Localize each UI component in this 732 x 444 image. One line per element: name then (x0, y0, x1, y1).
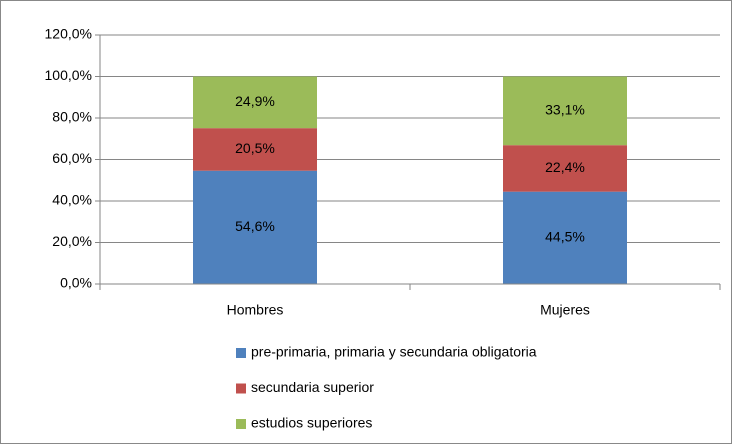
data-label: 20,5% (235, 140, 275, 156)
legend-swatch (236, 419, 246, 429)
data-label: 33,1% (545, 102, 585, 118)
data-label: 22,4% (545, 159, 585, 175)
y-tick-label: 100,0% (45, 67, 92, 83)
y-tick-label: 60,0% (52, 150, 92, 166)
y-tick-label: 80,0% (52, 109, 92, 125)
legend-label: pre-primaria, primaria y secundaria obli… (251, 344, 537, 360)
bar-segment (193, 128, 317, 171)
legend-swatch (236, 383, 246, 394)
y-tick-label: 0,0% (60, 275, 92, 291)
data-label: 44,5% (545, 229, 585, 245)
legend-swatch (236, 348, 246, 358)
bar-segment (503, 145, 627, 192)
legend-label: secundaria superior (251, 379, 374, 395)
y-tick-label: 20,0% (52, 233, 92, 249)
y-tick-label: 40,0% (52, 192, 92, 208)
bar-segment (503, 191, 627, 284)
legend-label: estudios superiores (251, 415, 372, 431)
data-label: 24,9% (235, 93, 275, 109)
y-tick-label: 120,0% (45, 26, 92, 42)
bar-segment (503, 76, 627, 146)
data-label: 54,6% (235, 218, 275, 234)
x-tick-label: Mujeres (540, 302, 590, 318)
x-tick-label: Hombres (227, 302, 284, 318)
bar-segment (193, 170, 317, 284)
bar-segment (193, 76, 317, 129)
